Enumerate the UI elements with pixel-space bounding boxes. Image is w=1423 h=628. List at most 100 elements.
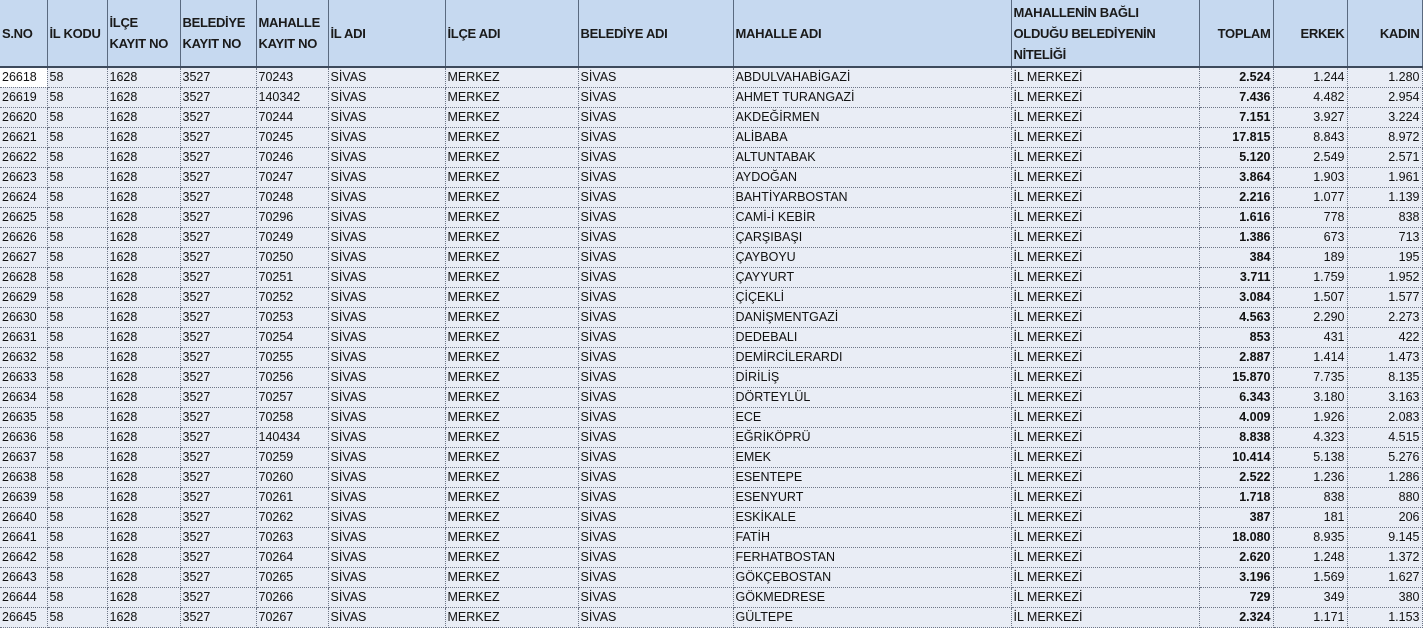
cell-kadin[interactable]: 2.273 [1347,307,1423,328]
cell-belediye-niteligi[interactable]: İL MERKEZİ [1011,567,1200,588]
cell-mahalle-adi[interactable]: ÇAYBOYU [733,247,1012,268]
cell-belediye-niteligi[interactable]: İL MERKEZİ [1011,507,1200,528]
cell-mahalle-kayit-no[interactable]: 70245 [256,127,329,148]
cell-mahalle-adi[interactable]: ABDULVAHABİGAZİ [733,67,1012,88]
cell-ilce-adi[interactable]: MERKEZ [445,187,579,208]
cell-belediye-adi[interactable]: SİVAS [578,607,734,628]
cell-il-kodu[interactable]: 58 [47,207,108,228]
cell-erkek[interactable]: 1.569 [1273,567,1348,588]
cell-toplam[interactable]: 4.009 [1199,407,1274,428]
cell-s-no[interactable]: 26622 [0,147,48,168]
cell-mahalle-adi[interactable]: DEMİRCİLERARDI [733,347,1012,368]
cell-belediye-niteligi[interactable]: İL MERKEZİ [1011,427,1200,448]
cell-ilce-kayit-no[interactable]: 1628 [107,367,181,388]
cell-mahalle-kayit-no[interactable]: 70253 [256,307,329,328]
cell-erkek[interactable]: 2.549 [1273,147,1348,168]
cell-mahalle-kayit-no[interactable]: 70247 [256,167,329,188]
cell-mahalle-adi[interactable]: GÖKMEDRESE [733,587,1012,608]
cell-s-no[interactable]: 26638 [0,467,48,488]
cell-il-adi[interactable]: SİVAS [328,147,446,168]
cell-il-kodu[interactable]: 58 [47,107,108,128]
cell-il-adi[interactable]: SİVAS [328,507,446,528]
cell-il-kodu[interactable]: 58 [47,187,108,208]
cell-mahalle-kayit-no[interactable]: 70251 [256,267,329,288]
cell-belediye-adi[interactable]: SİVAS [578,267,734,288]
column-header-il-adi[interactable]: İL ADI [328,0,446,68]
cell-mahalle-adi[interactable]: FERHATBOSTAN [733,547,1012,568]
cell-kadin[interactable]: 1.577 [1347,287,1423,308]
cell-belediye-niteligi[interactable]: İL MERKEZİ [1011,247,1200,268]
cell-ilce-kayit-no[interactable]: 1628 [107,307,181,328]
cell-belediye-adi[interactable]: SİVAS [578,227,734,248]
cell-mahalle-adi[interactable]: ÇARŞIBAŞI [733,227,1012,248]
column-header-mahalle-adi[interactable]: MAHALLE ADI [733,0,1012,68]
cell-belediye-adi[interactable]: SİVAS [578,587,734,608]
cell-belediye-niteligi[interactable]: İL MERKEZİ [1011,167,1200,188]
column-header-kadin[interactable]: KADIN [1347,0,1423,68]
cell-ilce-adi[interactable]: MERKEZ [445,67,579,88]
cell-ilce-kayit-no[interactable]: 1628 [107,247,181,268]
cell-ilce-adi[interactable]: MERKEZ [445,587,579,608]
cell-belediye-adi[interactable]: SİVAS [578,87,734,108]
cell-s-no[interactable]: 26630 [0,307,48,328]
cell-mahalle-kayit-no[interactable]: 140434 [256,427,329,448]
cell-belediye-niteligi[interactable]: İL MERKEZİ [1011,87,1200,108]
cell-mahalle-kayit-no[interactable]: 70260 [256,467,329,488]
column-header-ilce-adi[interactable]: İLÇE ADI [445,0,579,68]
cell-il-kodu[interactable]: 58 [47,447,108,468]
cell-belediye-adi[interactable]: SİVAS [578,327,734,348]
cell-belediye-kayit-no[interactable]: 3527 [180,367,257,388]
cell-s-no[interactable]: 26624 [0,187,48,208]
cell-belediye-kayit-no[interactable]: 3527 [180,87,257,108]
cell-erkek[interactable]: 4.482 [1273,87,1348,108]
cell-belediye-adi[interactable]: SİVAS [578,107,734,128]
cell-s-no[interactable]: 26637 [0,447,48,468]
cell-ilce-kayit-no[interactable]: 1628 [107,167,181,188]
cell-ilce-adi[interactable]: MERKEZ [445,227,579,248]
cell-toplam[interactable]: 3.711 [1199,267,1274,288]
cell-mahalle-kayit-no[interactable]: 70262 [256,507,329,528]
cell-mahalle-kayit-no[interactable]: 70244 [256,107,329,128]
cell-il-kodu[interactable]: 58 [47,547,108,568]
cell-kadin[interactable]: 713 [1347,227,1423,248]
cell-erkek[interactable]: 1.414 [1273,347,1348,368]
cell-il-adi[interactable]: SİVAS [328,587,446,608]
cell-mahalle-kayit-no[interactable]: 70259 [256,447,329,468]
cell-il-adi[interactable]: SİVAS [328,287,446,308]
cell-erkek[interactable]: 1.903 [1273,167,1348,188]
cell-belediye-kayit-no[interactable]: 3527 [180,67,257,88]
cell-il-adi[interactable]: SİVAS [328,327,446,348]
cell-belediye-adi[interactable]: SİVAS [578,547,734,568]
cell-ilce-adi[interactable]: MERKEZ [445,407,579,428]
cell-belediye-adi[interactable]: SİVAS [578,367,734,388]
cell-belediye-niteligi[interactable]: İL MERKEZİ [1011,307,1200,328]
cell-mahalle-adi[interactable]: DEDEBALI [733,327,1012,348]
cell-belediye-adi[interactable]: SİVAS [578,347,734,368]
cell-il-kodu[interactable]: 58 [47,267,108,288]
cell-mahalle-adi[interactable]: ALTUNTABAK [733,147,1012,168]
cell-ilce-kayit-no[interactable]: 1628 [107,227,181,248]
cell-belediye-adi[interactable]: SİVAS [578,527,734,548]
cell-kadin[interactable]: 838 [1347,207,1423,228]
cell-erkek[interactable]: 1.507 [1273,287,1348,308]
cell-belediye-adi[interactable]: SİVAS [578,387,734,408]
cell-ilce-kayit-no[interactable]: 1628 [107,387,181,408]
cell-il-kodu[interactable]: 58 [47,527,108,548]
cell-ilce-adi[interactable]: MERKEZ [445,347,579,368]
cell-kadin[interactable]: 195 [1347,247,1423,268]
cell-il-kodu[interactable]: 58 [47,427,108,448]
cell-s-no[interactable]: 26625 [0,207,48,228]
cell-kadin[interactable]: 2.954 [1347,87,1423,108]
cell-mahalle-kayit-no[interactable]: 70266 [256,587,329,608]
cell-il-kodu[interactable]: 58 [47,147,108,168]
cell-ilce-adi[interactable]: MERKEZ [445,607,579,628]
cell-mahalle-adi[interactable]: DÖRTEYLÜL [733,387,1012,408]
cell-mahalle-kayit-no[interactable]: 70296 [256,207,329,228]
cell-kadin[interactable]: 1.139 [1347,187,1423,208]
cell-mahalle-kayit-no[interactable]: 70258 [256,407,329,428]
cell-mahalle-adi[interactable]: EĞRİKÖPRÜ [733,427,1012,448]
cell-il-adi[interactable]: SİVAS [328,267,446,288]
cell-ilce-kayit-no[interactable]: 1628 [107,447,181,468]
cell-kadin[interactable]: 1.952 [1347,267,1423,288]
column-header-ilce-kayit-no[interactable]: İLÇE KAYIT NO [107,0,181,68]
